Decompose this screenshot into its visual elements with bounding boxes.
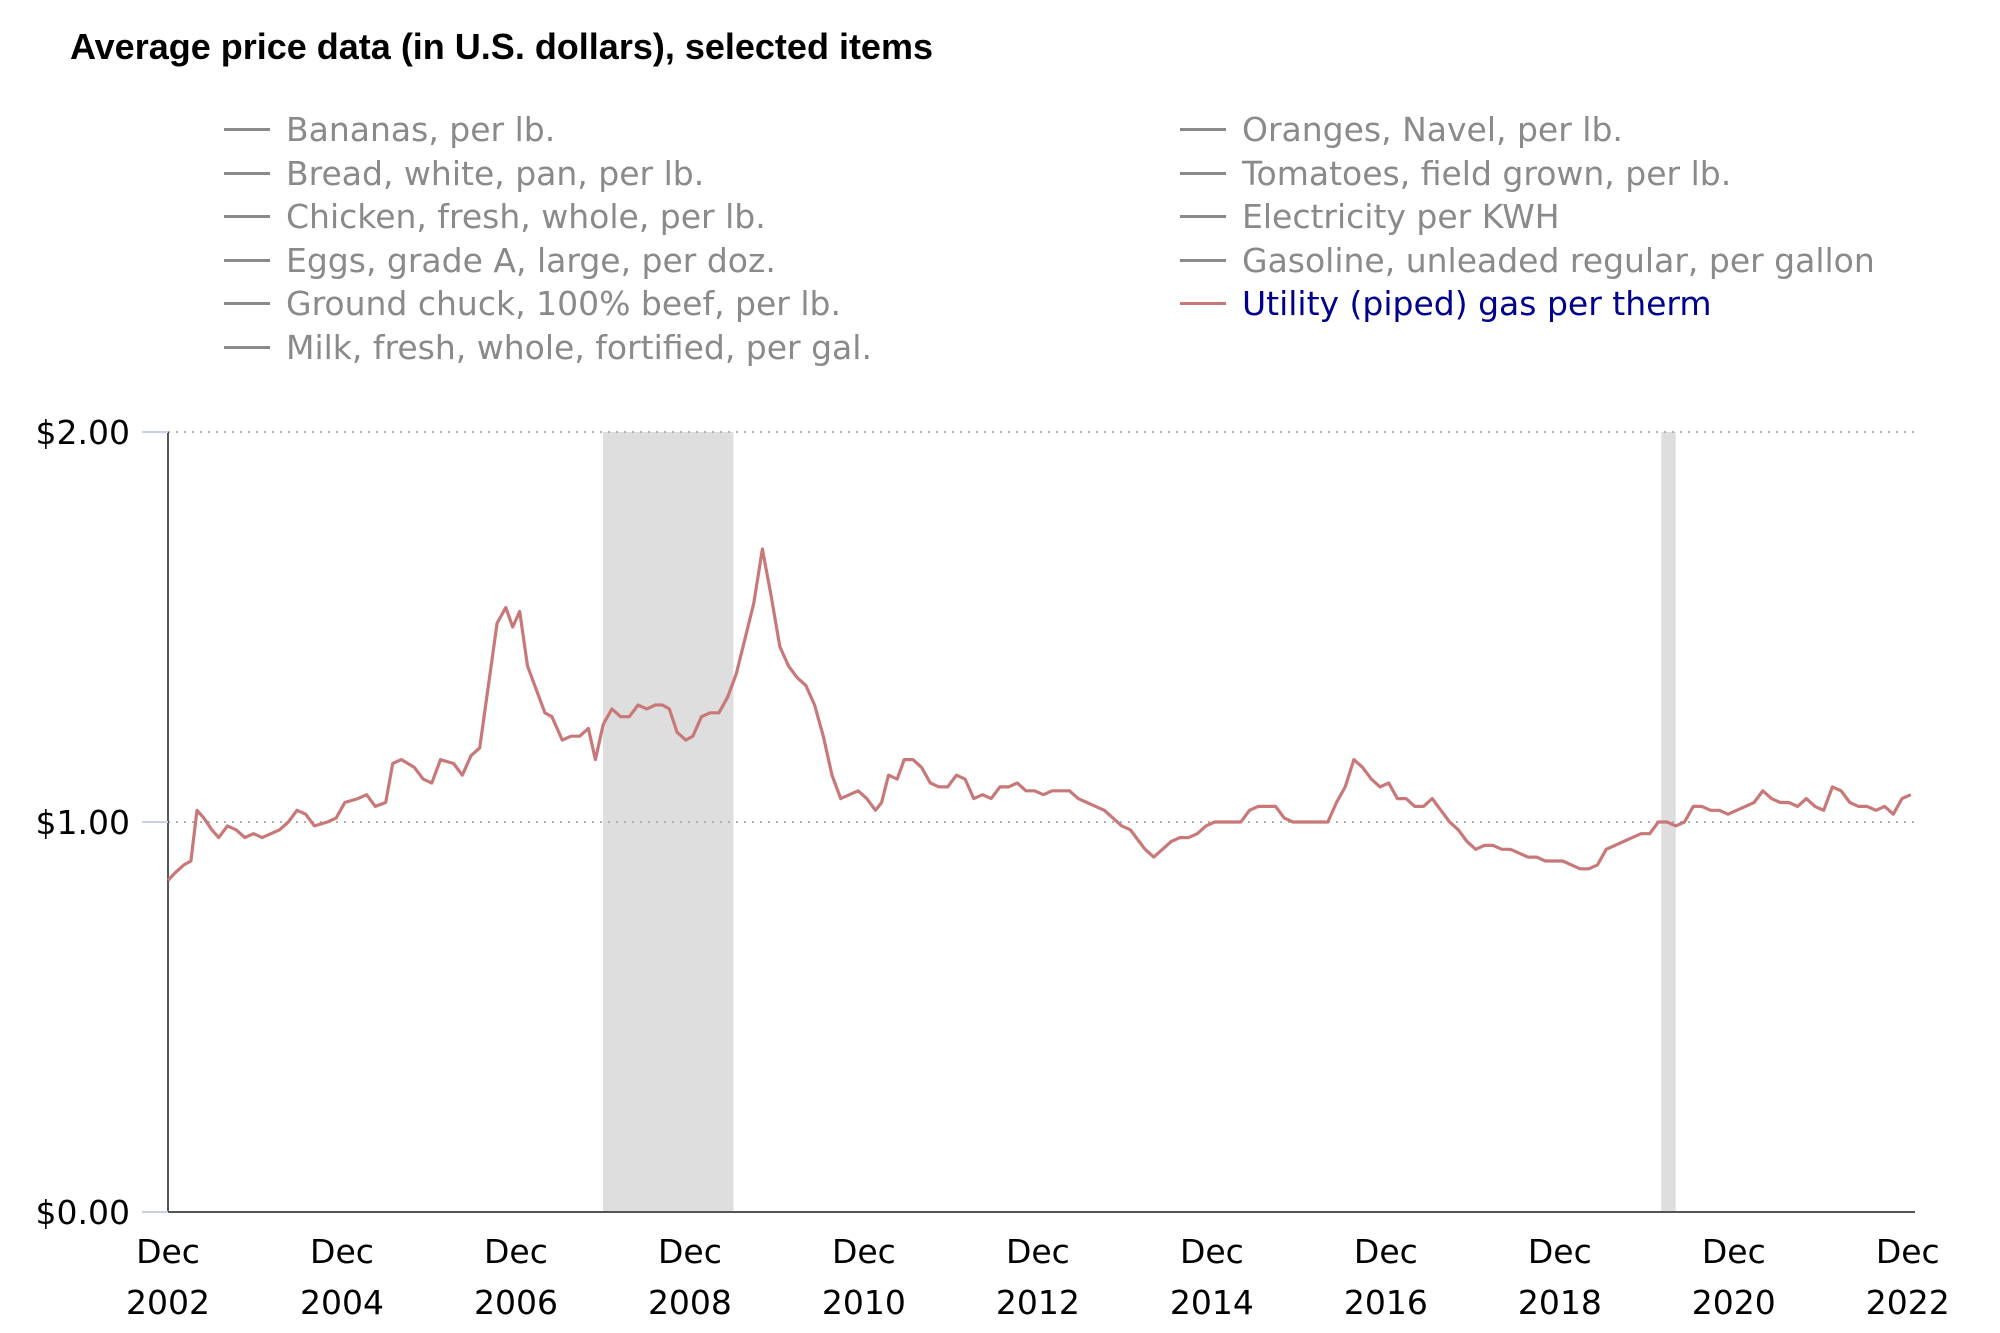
legend-label: Bananas, per lb. xyxy=(286,110,556,149)
x-tick-label-year: 2016 xyxy=(1344,1283,1428,1322)
legend-label: Electricity per KWH xyxy=(1242,197,1560,236)
x-tick-label-month: Dec xyxy=(658,1232,722,1271)
legend-swatch-active xyxy=(1180,302,1226,305)
y-tick-labels: $0.00 $1.00 $2.00 xyxy=(36,413,130,1232)
x-tick-label-month: Dec xyxy=(136,1232,200,1271)
x-tick-label-month: Dec xyxy=(1876,1232,1940,1271)
legend-swatch xyxy=(224,171,270,175)
x-tick-label-year: 2022 xyxy=(1866,1283,1950,1322)
legend-label: Bread, white, pan, per lb. xyxy=(286,153,705,193)
x-tick-label-year: 2010 xyxy=(822,1283,906,1322)
x-tick-label-month: Dec xyxy=(1180,1232,1244,1271)
legend-item-electricity[interactable]: Electricity per KWH xyxy=(1180,195,1875,239)
legend-item-eggs[interactable]: Eggs, grade A, large, per doz. xyxy=(224,239,872,283)
chart-title: Average price data (in U.S. dollars), se… xyxy=(70,26,933,67)
x-tick-label-month: Dec xyxy=(1006,1232,1070,1271)
y-tick-label: $2.00 xyxy=(36,413,130,452)
x-tick-label-month: Dec xyxy=(1354,1232,1418,1271)
series-layer xyxy=(166,547,1912,882)
gridlines-layer xyxy=(168,431,1915,823)
x-tick-label-year: 2020 xyxy=(1692,1283,1776,1322)
legend-item-ground-chuck[interactable]: Ground chuck, 100% beef, per lb. xyxy=(224,282,872,326)
legend-item-milk[interactable]: Milk, fresh, whole, fortified, per gal. xyxy=(224,326,872,370)
legend-item-bread[interactable]: Bread, white, pan, per lb. xyxy=(224,152,872,196)
x-tick-label-year: 2008 xyxy=(648,1283,732,1322)
legend-swatch xyxy=(224,258,270,262)
legend-item-chicken[interactable]: Chicken, fresh, whole, per lb. xyxy=(224,195,872,239)
x-tick-label-month: Dec xyxy=(832,1232,896,1271)
legend-item-tomatoes[interactable]: Tomatoes, field grown, per lb. xyxy=(1180,152,1875,196)
legend-label: Ground chuck, 100% beef, per lb. xyxy=(286,284,841,323)
legend-swatch xyxy=(1180,128,1226,131)
x-tick-label-month: Dec xyxy=(1702,1232,1766,1271)
legend-item-oranges[interactable]: Oranges, Navel, per lb. xyxy=(1180,108,1875,152)
legend-label: Utility (piped) gas per therm xyxy=(1242,284,1712,323)
axes-layer xyxy=(142,431,1915,1213)
legend-item-gasoline[interactable]: Gasoline, unleaded regular, per gallon xyxy=(1180,239,1875,283)
x-tick-label-month: Dec xyxy=(310,1232,374,1271)
x-tick-label-month: Dec xyxy=(484,1232,548,1271)
legend-swatch xyxy=(1180,171,1226,175)
legend-label: Gasoline, unleaded regular, per gallon xyxy=(1242,240,1875,280)
legend-label: Oranges, Navel, per lb. xyxy=(1242,110,1623,149)
legend-item-utility-gas[interactable]: Utility (piped) gas per therm xyxy=(1180,282,1875,326)
legend-swatch xyxy=(224,128,270,131)
series-line-utility-gas xyxy=(166,547,1912,882)
legend-swatch xyxy=(1180,215,1226,218)
legend-right-column: Oranges, Navel, per lb. Tomatoes, field … xyxy=(1180,108,1875,326)
legend-left-column: Bananas, per lb. Bread, white, pan, per … xyxy=(224,108,872,369)
legend-label: Milk, fresh, whole, fortified, per gal. xyxy=(286,327,872,367)
legend-swatch xyxy=(1180,258,1226,262)
x-tick-label-year: 2014 xyxy=(1170,1283,1254,1322)
x-tick-label-year: 2012 xyxy=(996,1283,1080,1322)
legend-swatch xyxy=(224,215,270,218)
legend-swatch xyxy=(224,302,270,305)
legend-label: Chicken, fresh, whole, per lb. xyxy=(286,197,766,236)
y-tick-label: $1.00 xyxy=(36,803,130,842)
x-tick-label-year: 2002 xyxy=(126,1283,210,1322)
y-tick-label: $0.00 xyxy=(36,1193,130,1232)
x-tick-labels: Dec 2002 Dec 2004 Dec 2006 Dec 2008 Dec 2010 Dec 20… xyxy=(126,1232,1950,1322)
x-tick-label-year: 2006 xyxy=(474,1283,558,1322)
legend-swatch xyxy=(224,345,270,349)
x-tick-label-month: Dec xyxy=(1528,1232,1592,1271)
x-tick-label-year: 2018 xyxy=(1518,1283,1602,1322)
legend-item-bananas[interactable]: Bananas, per lb. xyxy=(224,108,872,152)
legend-label: Tomatoes, field grown, per lb. xyxy=(1242,153,1732,193)
legend-label: Eggs, grade A, large, per doz. xyxy=(286,240,776,280)
x-tick-label-year: 2004 xyxy=(300,1283,384,1322)
